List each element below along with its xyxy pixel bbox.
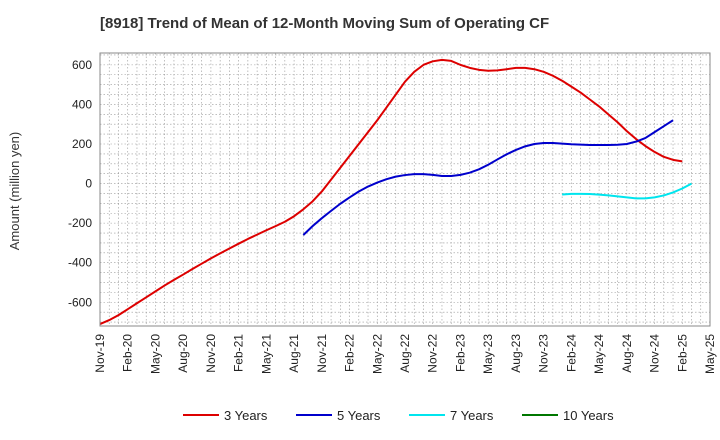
x-tick-label: May-24 bbox=[592, 334, 606, 374]
x-tick-label: Nov-22 bbox=[426, 334, 440, 373]
series-lines bbox=[99, 58, 692, 325]
y-tick-label: 200 bbox=[72, 137, 92, 151]
series-line-5-years bbox=[302, 119, 674, 236]
x-tick-label: May-20 bbox=[148, 334, 162, 374]
legend-label: 3 Years bbox=[224, 408, 268, 423]
plot-frame bbox=[99, 52, 711, 327]
y-tick-label: 400 bbox=[72, 97, 92, 111]
y-tick-label: -200 bbox=[68, 216, 92, 230]
x-tick-label: Feb-25 bbox=[675, 334, 689, 372]
series-line-3-years bbox=[99, 58, 683, 325]
y-tick-labels: 600 400 200 0 -200 -400 -600 bbox=[68, 58, 92, 309]
x-tick-label: May-25 bbox=[703, 334, 717, 374]
grid bbox=[100, 53, 710, 326]
x-tick-label: Aug-22 bbox=[398, 334, 412, 373]
y-tick-label: -600 bbox=[68, 295, 92, 309]
x-tick-label: Feb-22 bbox=[343, 334, 357, 372]
x-tick-label: Aug-21 bbox=[287, 334, 301, 373]
x-tick-label: Feb-24 bbox=[564, 334, 578, 372]
x-tick-label: May-21 bbox=[259, 334, 273, 374]
x-tick-label: Nov-23 bbox=[537, 334, 551, 373]
chart-title: [8918] Trend of Mean of 12-Month Moving … bbox=[100, 15, 549, 32]
legend-label: 5 Years bbox=[337, 408, 381, 423]
x-tick-label: Nov-19 bbox=[93, 334, 107, 373]
y-tick-label: 600 bbox=[72, 58, 92, 72]
x-tick-label: Nov-20 bbox=[204, 334, 218, 373]
y-tick-label: 0 bbox=[85, 177, 92, 191]
x-tick-label: May-23 bbox=[481, 334, 495, 374]
x-tick-label: Aug-24 bbox=[620, 334, 634, 373]
x-tick-label: Nov-24 bbox=[648, 334, 662, 373]
x-tick-labels: Nov-19 Feb-20 May-20 Aug-20 Nov-20 Feb-21 May-… bbox=[93, 334, 717, 374]
x-tick-label: Nov-21 bbox=[315, 334, 329, 373]
x-tick-label: Feb-23 bbox=[453, 334, 467, 372]
x-tick-label: Aug-23 bbox=[509, 334, 523, 373]
y-axis-label: Amount (million yen) bbox=[7, 132, 22, 251]
y-tick-label: -400 bbox=[68, 256, 92, 270]
x-tick-label: Feb-21 bbox=[232, 334, 246, 372]
legend-label: 7 Years bbox=[450, 408, 494, 423]
series-line-7-years bbox=[562, 182, 692, 200]
x-tick-label: Aug-20 bbox=[176, 334, 190, 373]
x-tick-label: May-22 bbox=[370, 334, 384, 374]
legend-label: 10 Years bbox=[563, 408, 614, 423]
x-tick-label: Feb-20 bbox=[121, 334, 135, 372]
legend: 3 Years 5 Years 7 Years 10 Years bbox=[183, 408, 614, 423]
